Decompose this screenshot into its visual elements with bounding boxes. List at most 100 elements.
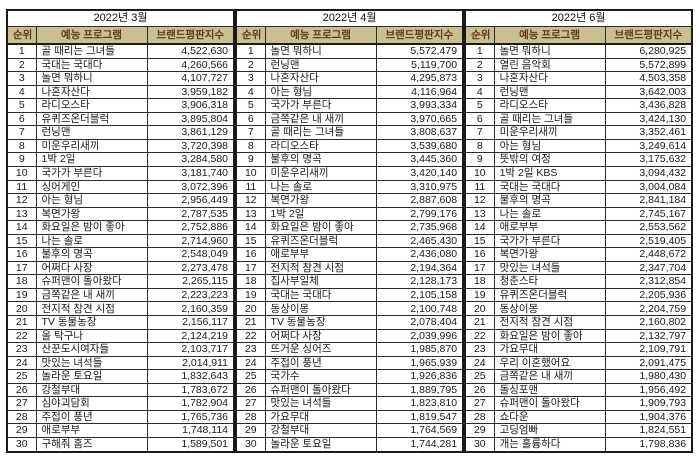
table-row: 15 국가가 부른다 2,519,405 bbox=[464, 233, 693, 249]
rank-cell: 11 bbox=[464, 179, 495, 195]
index-cell: 5,572,479 bbox=[375, 43, 464, 59]
table-row: 9 뜻밖의 여정 3,175,632 bbox=[464, 152, 693, 167]
program-cell: 가요무대 bbox=[264, 409, 377, 425]
table-row: 28 가요무대 1,819,547 bbox=[235, 409, 464, 425]
program-cell: 나혼자산다 bbox=[264, 71, 377, 86]
rank-cell: 11 bbox=[235, 179, 266, 195]
table-row: 29 애로부부 1,748,114 bbox=[6, 423, 235, 438]
column-header-rank: 순위 bbox=[6, 26, 37, 45]
rank-cell: 19 bbox=[235, 287, 266, 303]
rank-cell: 23 bbox=[464, 342, 495, 357]
program-cell: 라디오스타 bbox=[35, 98, 148, 113]
rank-cell: 9 bbox=[6, 152, 37, 167]
table-row: 15 나는 솔로 2,714,960 bbox=[6, 233, 235, 249]
index-cell: 3,970,665 bbox=[375, 111, 464, 127]
table-row: 5 라디오스타 3,906,318 bbox=[6, 98, 235, 113]
month-header-row: 2022년 3월 bbox=[6, 9, 235, 27]
rank-cell: 15 bbox=[6, 233, 37, 249]
table-row: 19 유퀴즈온더블럭 2,205,936 bbox=[464, 287, 693, 303]
program-cell: 유퀴즈온더블럭 bbox=[493, 287, 606, 303]
index-cell: 2,100,748 bbox=[375, 301, 464, 317]
program-cell: 맛있는 녀석들 bbox=[493, 260, 606, 276]
rank-cell: 19 bbox=[464, 287, 495, 303]
table-row: 12 복면가왕 2,887,608 bbox=[235, 193, 464, 208]
table-row: 29 고딩엄빠 1,824,551 bbox=[464, 423, 693, 438]
program-cell: 청춘스타 bbox=[493, 274, 606, 289]
index-cell: 2,714,960 bbox=[146, 233, 235, 249]
table-row: 8 미운우리새끼 3,720,398 bbox=[6, 138, 235, 154]
program-cell: 슈퍼맨이 돌아왔다 bbox=[264, 382, 377, 398]
rank-cell: 4 bbox=[6, 84, 37, 100]
rank-cell: 28 bbox=[6, 409, 37, 425]
table-row: 28 쇼다운 1,904,376 bbox=[464, 409, 693, 425]
index-cell: 2,160,802 bbox=[604, 315, 693, 330]
table-row: 29 강철부대 1,764,569 bbox=[235, 423, 464, 438]
rank-cell: 15 bbox=[235, 233, 266, 249]
rank-cell: 29 bbox=[235, 423, 266, 438]
program-cell: 국대는 국대다 bbox=[264, 287, 377, 303]
table-row: 17 맛있는 녀석들 2,347,704 bbox=[464, 260, 693, 276]
program-cell: 금쪽같은 내 새끼 bbox=[493, 369, 606, 384]
program-cell: 뜨거운 싱어즈 bbox=[264, 342, 377, 357]
table-row: 27 슈퍼맨이 돌아왔다 1,909,793 bbox=[464, 396, 693, 411]
program-cell: 전지적 참견 시점 bbox=[264, 260, 377, 276]
rank-cell: 2 bbox=[464, 57, 495, 73]
month-header-row: 2022년 4월 bbox=[235, 9, 464, 27]
index-cell: 2,124,219 bbox=[146, 328, 235, 344]
table-row: 21 전지적 참견 시점 2,160,802 bbox=[464, 315, 693, 330]
index-cell: 2,787,535 bbox=[146, 206, 235, 222]
table-row: 18 집사부일체 2,128,173 bbox=[235, 274, 464, 289]
column-header-program: 예능 프로그램 bbox=[264, 26, 377, 45]
rank-cell: 26 bbox=[235, 382, 266, 398]
table-row: 27 심야괴담회 1,782,904 bbox=[6, 396, 235, 411]
program-cell: 나는 솔로 bbox=[493, 206, 606, 222]
rank-cell: 1 bbox=[464, 43, 495, 59]
rank-cell: 16 bbox=[464, 247, 495, 262]
program-cell: TV 동물농장 bbox=[35, 315, 148, 330]
program-cell: 전지적 참견 시점 bbox=[35, 301, 148, 317]
rank-cell: 29 bbox=[6, 423, 37, 438]
rank-cell: 30 bbox=[464, 436, 495, 453]
rank-cell: 27 bbox=[235, 396, 266, 411]
program-cell: 복면가왕 bbox=[264, 193, 377, 208]
rank-cell: 11 bbox=[6, 179, 37, 195]
rank-cell: 10 bbox=[464, 166, 495, 181]
program-cell: 금쪽같은 내 새끼 bbox=[264, 111, 377, 127]
rank-cell: 2 bbox=[6, 57, 37, 73]
index-cell: 3,352,461 bbox=[604, 125, 693, 140]
rank-cell: 25 bbox=[235, 369, 266, 384]
table-row: 4 나혼자산다 3,959,182 bbox=[6, 84, 235, 100]
column-header-program: 예능 프로그램 bbox=[35, 26, 148, 45]
rank-cell: 14 bbox=[6, 220, 37, 235]
program-cell: 올 탁구나 bbox=[35, 328, 148, 344]
table-row: 12 아는 형님 2,956,449 bbox=[6, 193, 235, 208]
table-row: 2 국대는 국대다 4,260,566 bbox=[6, 57, 235, 73]
table-row: 6 유퀴즈온더블럭 3,895,804 bbox=[6, 111, 235, 127]
rank-cell: 5 bbox=[464, 98, 495, 113]
program-cell: 나혼자산다 bbox=[35, 84, 148, 100]
index-cell: 2,956,449 bbox=[146, 193, 235, 208]
column-header-row: 순위 예능 프로그램 브랜드평판지수 bbox=[235, 26, 464, 45]
index-cell: 3,249,614 bbox=[604, 138, 693, 154]
index-cell: 1,904,376 bbox=[604, 409, 693, 425]
index-cell: 2,735,968 bbox=[375, 220, 464, 235]
program-cell: 동상이몽 bbox=[264, 301, 377, 317]
program-cell: 런닝맨 bbox=[264, 57, 377, 73]
column-header-row: 순위 예능 프로그램 브랜드평판지수 bbox=[6, 26, 235, 45]
rank-cell: 2 bbox=[235, 57, 266, 73]
program-cell: 집사부일체 bbox=[264, 274, 377, 289]
month-header-row: 2022년 6월 bbox=[464, 9, 693, 27]
rank-cell: 6 bbox=[6, 111, 37, 127]
rank-cell: 21 bbox=[464, 315, 495, 330]
rank-cell: 1 bbox=[6, 43, 37, 59]
program-cell: 애로부부 bbox=[35, 423, 148, 438]
index-cell: 3,094,432 bbox=[604, 166, 693, 181]
table-row: 19 국대는 국대다 2,105,158 bbox=[235, 287, 464, 303]
ranking-table-june: 2022년 6월 순위 예능 프로그램 브랜드평판지수 1 놀면 뭐하니 6,280… bbox=[464, 9, 694, 453]
index-cell: 2,799,176 bbox=[375, 206, 464, 222]
table-row: 26 돌싱포맨 1,956,492 bbox=[464, 382, 693, 398]
program-cell: 아는 형님 bbox=[35, 193, 148, 208]
index-cell: 2,841,184 bbox=[604, 193, 693, 208]
table-row: 22 화요일은 밤이 좋아 2,132,797 bbox=[464, 328, 693, 344]
